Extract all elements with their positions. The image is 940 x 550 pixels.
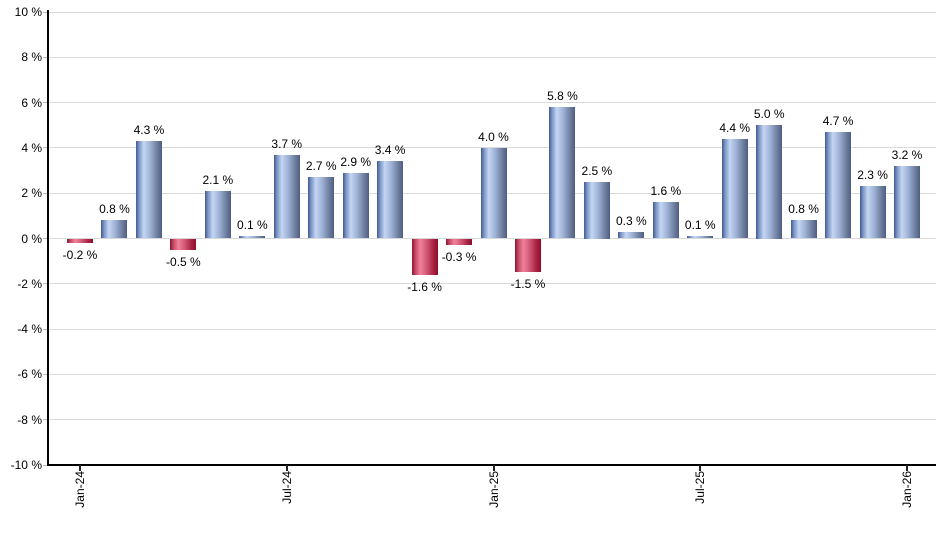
bar bbox=[480, 147, 507, 239]
bar-value-label: -0.5 % bbox=[166, 254, 201, 269]
bar bbox=[790, 220, 817, 239]
x-axis-tick-label: Jan-24 bbox=[72, 471, 88, 523]
bar bbox=[308, 177, 335, 239]
gridline bbox=[48, 56, 936, 58]
bar bbox=[377, 161, 404, 239]
y-axis-tick-label: 0 % bbox=[21, 231, 42, 246]
y-axis-tick-label: -8 % bbox=[17, 412, 42, 427]
bar bbox=[273, 154, 300, 239]
bar-value-label: 2.3 % bbox=[857, 168, 888, 183]
bar-value-label: 0.8 % bbox=[788, 202, 819, 217]
bar-value-label: -0.2 % bbox=[62, 248, 98, 263]
bar bbox=[239, 236, 266, 239]
y-axis-tick-label: 8 % bbox=[21, 50, 42, 65]
x-axis-tick-label-text: Jan-26 bbox=[900, 471, 914, 508]
x-axis-tick-label-text: Jan-24 bbox=[73, 471, 87, 508]
x-axis-tick-label-text: Jul-25 bbox=[693, 471, 708, 504]
x-axis-tick bbox=[906, 465, 908, 471]
x-axis-tick-label: Jul-25 bbox=[692, 471, 708, 523]
bar bbox=[446, 238, 473, 246]
bar bbox=[652, 202, 679, 239]
bar-value-label: -0.3 % bbox=[441, 250, 477, 265]
bar-value-label: -1.5 % bbox=[510, 277, 546, 292]
y-axis-tick bbox=[43, 283, 48, 285]
bar-value-label: 3.2 % bbox=[891, 148, 923, 163]
gridline bbox=[48, 283, 936, 285]
bar-value-label: 1.6 % bbox=[650, 184, 682, 199]
y-axis-tick-label: -6 % bbox=[17, 367, 42, 382]
x-axis-tick-label: Jul-24 bbox=[279, 471, 295, 523]
bar-value-label: 4.0 % bbox=[478, 129, 509, 144]
x-axis-tick-label-text: Jul-24 bbox=[279, 471, 294, 504]
y-axis-tick-label: -10 % bbox=[10, 458, 42, 472]
bar bbox=[411, 238, 438, 275]
bar bbox=[549, 107, 576, 239]
bar bbox=[721, 138, 748, 239]
bar-value-label: 0.1 % bbox=[684, 218, 716, 233]
y-axis-tick-label: -2 % bbox=[17, 276, 42, 291]
bar-value-label: 5.0 % bbox=[753, 107, 785, 122]
bar-value-label: 2.9 % bbox=[340, 154, 371, 169]
bar bbox=[756, 125, 783, 239]
bar-value-label: -1.6 % bbox=[407, 279, 442, 294]
x-axis-tick-label: Jan-26 bbox=[899, 471, 915, 523]
bar-value-label: 2.7 % bbox=[305, 159, 337, 174]
x-axis-tick bbox=[79, 465, 81, 471]
x-axis-tick bbox=[492, 465, 495, 471]
gridline bbox=[48, 238, 936, 239]
bar bbox=[583, 181, 610, 239]
bar-value-label: 4.7 % bbox=[822, 114, 854, 129]
x-axis-tick-label: Jan-25 bbox=[486, 471, 502, 523]
y-axis-tick-label: 2 % bbox=[21, 186, 42, 201]
x-axis-tick bbox=[285, 465, 288, 471]
bar-value-label: 0.3 % bbox=[615, 213, 647, 228]
bar bbox=[618, 231, 645, 239]
gridline bbox=[48, 328, 936, 330]
y-axis-tick bbox=[43, 102, 48, 104]
y-axis-tick bbox=[43, 238, 48, 239]
bar bbox=[204, 190, 231, 239]
y-axis-tick-label: 4 % bbox=[21, 140, 42, 155]
y-axis-tick-label: -4 % bbox=[17, 322, 42, 337]
gridline bbox=[48, 102, 936, 104]
y-axis-tick-label: 10 % bbox=[14, 5, 42, 19]
y-axis-tick bbox=[43, 328, 48, 330]
bar bbox=[342, 172, 369, 239]
y-axis-tick bbox=[43, 147, 48, 149]
bar bbox=[894, 166, 920, 239]
bar bbox=[101, 220, 128, 239]
bar bbox=[825, 132, 852, 239]
bar bbox=[514, 238, 541, 273]
x-axis-tick bbox=[699, 465, 702, 471]
bar bbox=[135, 141, 162, 239]
bar-value-label: 2.1 % bbox=[202, 172, 234, 187]
bar bbox=[67, 238, 93, 244]
y-axis-tick bbox=[43, 56, 48, 58]
bar-value-label: 4.3 % bbox=[133, 123, 165, 138]
bar bbox=[859, 186, 886, 239]
bar-value-label: 3.7 % bbox=[271, 136, 303, 151]
bar-value-label: 2.5 % bbox=[581, 163, 613, 178]
bar-value-label: 4.4 % bbox=[719, 120, 751, 135]
y-axis-tick bbox=[43, 464, 48, 466]
y-axis-tick bbox=[43, 373, 48, 375]
y-axis-tick bbox=[43, 419, 48, 421]
gridline bbox=[48, 419, 936, 421]
y-axis-line bbox=[47, 10, 49, 466]
x-axis-tick-label-text: Jan-25 bbox=[486, 471, 501, 508]
x-axis-line bbox=[47, 464, 936, 466]
bar bbox=[687, 236, 714, 239]
bar-value-label: 0.1 % bbox=[236, 218, 268, 233]
y-axis-tick bbox=[43, 11, 48, 13]
gridline bbox=[48, 373, 936, 375]
y-axis-tick-label: 6 % bbox=[21, 95, 42, 110]
bar-value-label: 3.4 % bbox=[374, 143, 406, 158]
bar bbox=[170, 238, 197, 250]
bar-value-label: 5.8 % bbox=[547, 89, 578, 104]
y-axis-tick bbox=[43, 192, 48, 194]
bar-value-label: 0.8 % bbox=[99, 202, 130, 217]
gridline bbox=[48, 11, 936, 13]
